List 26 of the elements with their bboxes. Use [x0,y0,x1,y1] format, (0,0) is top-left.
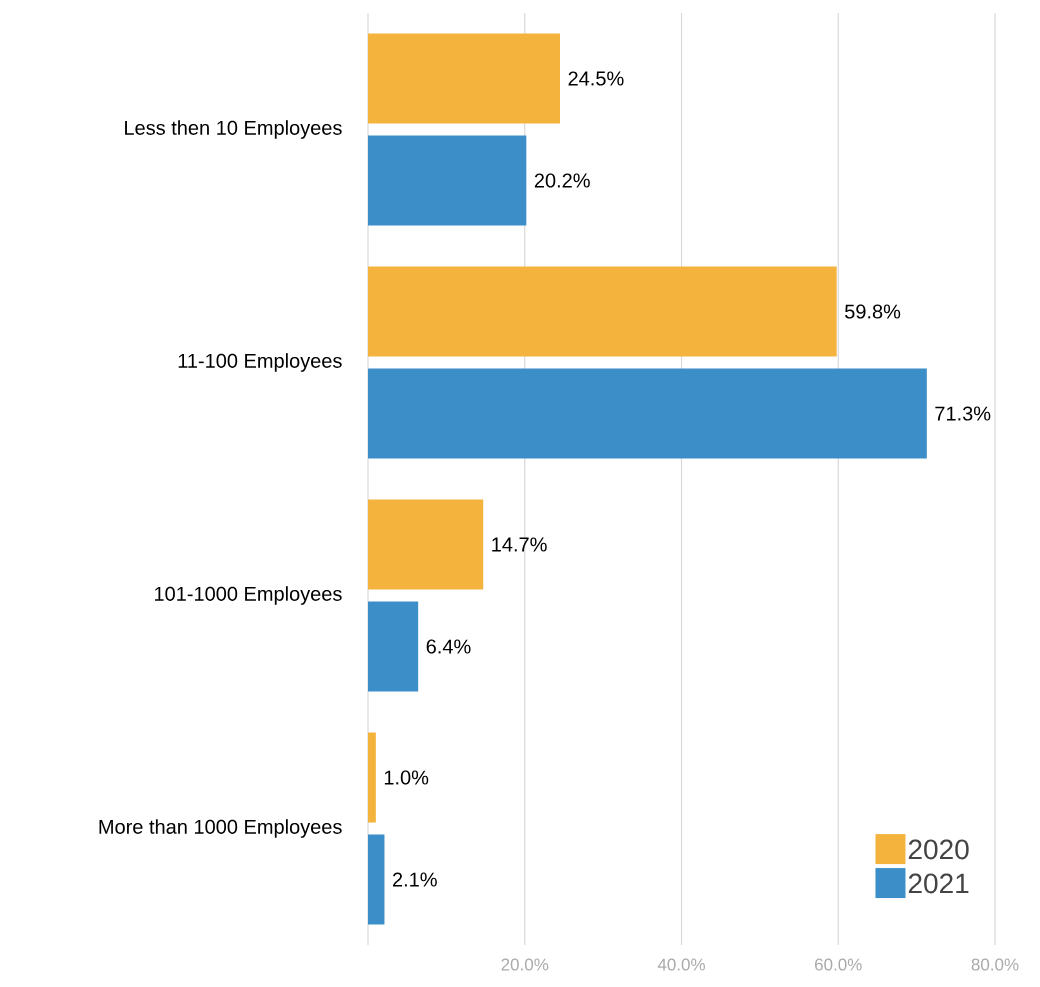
x-tick-label: 60.0% [815,958,862,971]
bar [368,732,376,823]
bar [368,33,561,124]
data-label: 1.0% [384,770,429,785]
y-tick-label: More than 1000 Employees [99,819,342,838]
x-tick-label: 40.0% [657,958,705,971]
data-label: 14.7% [492,537,547,552]
data-label: 71.3% [935,406,991,421]
bar [368,834,385,925]
y-tick-label: Less then 10 Employees [125,120,342,139]
y-tick-label: 101-1000 Employees [155,586,342,605]
data-label: 20.2% [534,173,590,188]
bar [368,601,419,692]
bar [368,266,837,357]
x-tick-label: 80.0% [971,958,1019,971]
x-tick-label: 20.0% [501,958,549,971]
legend-label: 2020 [908,839,969,860]
bar [368,368,927,459]
bar [368,499,484,590]
legend-label: 2021 [908,873,969,894]
data-label: 24.5% [568,71,624,86]
data-label: 6.4% [426,639,471,654]
data-label: 59.8% [845,304,901,319]
data-label: 2.1% [392,872,437,887]
y-tick-label: 11-100 Employees [178,353,342,372]
bar [368,135,527,226]
